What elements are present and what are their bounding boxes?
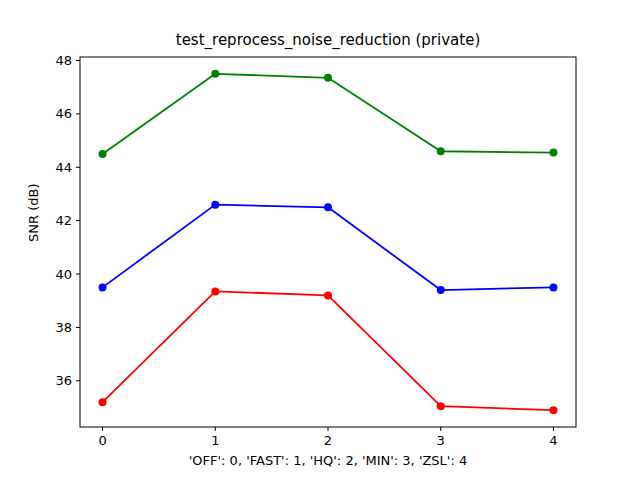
green-series-line bbox=[103, 74, 554, 154]
x-tick-label: 0 bbox=[98, 433, 106, 448]
chart-canvas: 0123436384042444648 bbox=[0, 0, 640, 480]
blue-series-marker bbox=[324, 203, 332, 211]
y-tick-label: 36 bbox=[55, 373, 72, 388]
red-series-marker bbox=[324, 291, 332, 299]
blue-series-line bbox=[103, 205, 554, 290]
green-series-marker bbox=[324, 74, 332, 82]
line-chart-figure: test_reprocess_noise_reduction (private)… bbox=[0, 0, 640, 480]
blue-series-marker bbox=[211, 201, 219, 209]
x-tick-label: 1 bbox=[211, 433, 219, 448]
blue-series-marker bbox=[549, 283, 557, 291]
y-tick-label: 46 bbox=[55, 106, 72, 121]
y-tick-label: 48 bbox=[55, 53, 72, 68]
y-tick-label: 44 bbox=[55, 160, 72, 175]
blue-series-marker bbox=[437, 286, 445, 294]
axes-frame bbox=[80, 57, 576, 427]
y-tick-label: 38 bbox=[55, 320, 72, 335]
red-series-marker bbox=[211, 287, 219, 295]
green-series-marker bbox=[549, 149, 557, 157]
x-tick-label: 3 bbox=[437, 433, 445, 448]
red-series-marker bbox=[437, 402, 445, 410]
y-tick-label: 42 bbox=[55, 213, 72, 228]
x-tick-label: 2 bbox=[324, 433, 332, 448]
green-series-marker bbox=[99, 150, 107, 158]
red-series-line bbox=[103, 291, 554, 410]
x-tick-label: 4 bbox=[549, 433, 557, 448]
y-tick-label: 40 bbox=[55, 267, 72, 282]
red-series-marker bbox=[99, 398, 107, 406]
green-series-marker bbox=[211, 70, 219, 78]
blue-series-marker bbox=[99, 283, 107, 291]
red-series-marker bbox=[549, 406, 557, 414]
green-series-marker bbox=[437, 147, 445, 155]
